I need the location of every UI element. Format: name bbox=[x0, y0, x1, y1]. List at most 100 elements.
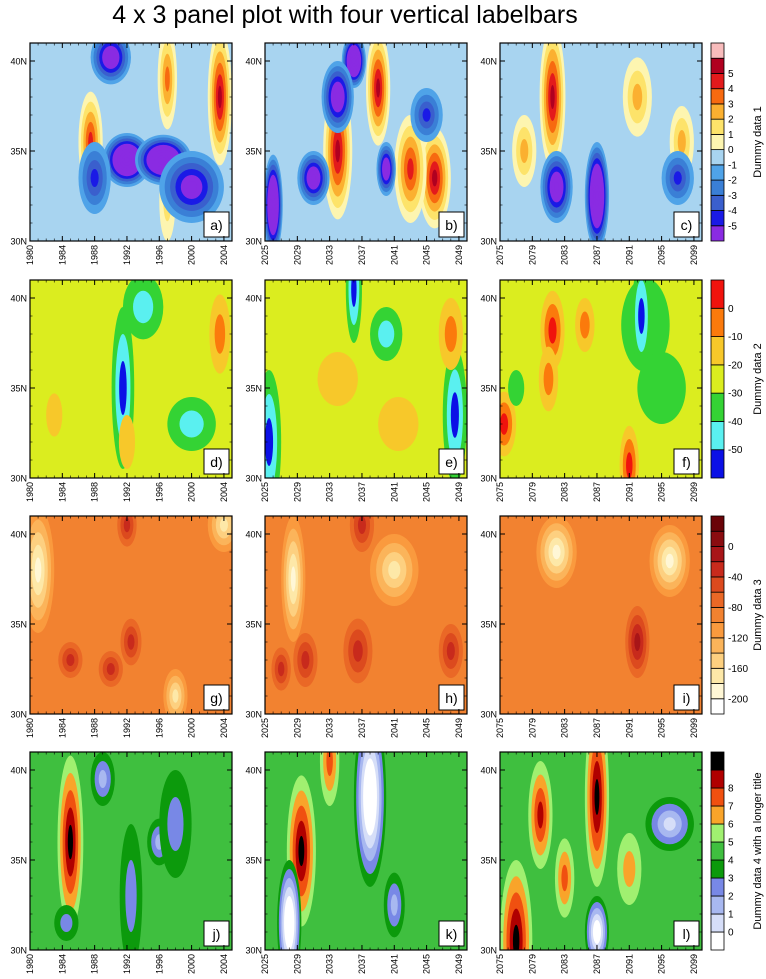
labelbar-box bbox=[710, 149, 725, 166]
contour-band bbox=[107, 53, 114, 62]
labelbar-tick-label: -40 bbox=[728, 417, 743, 428]
panel-frame bbox=[264, 42, 468, 242]
panel-label: k) bbox=[438, 920, 465, 947]
x-tick-label: 2079 bbox=[527, 718, 537, 738]
x-tick-label: 2000 bbox=[187, 718, 197, 738]
contour-band bbox=[277, 661, 285, 677]
contour-band bbox=[290, 566, 296, 592]
x-tick-label: 2045 bbox=[422, 954, 432, 974]
labelbar-tick-label: -80 bbox=[728, 603, 743, 614]
contour-band bbox=[520, 139, 529, 163]
panel-label: j) bbox=[203, 920, 230, 947]
labelbar-box bbox=[710, 336, 725, 366]
y-tick-label: 30N bbox=[10, 474, 27, 484]
labelbar-box bbox=[710, 103, 725, 120]
panel-label-box bbox=[673, 684, 700, 711]
x-tick-label: 1984 bbox=[57, 718, 67, 738]
labelbar-box bbox=[710, 652, 725, 669]
panel-label: b) bbox=[438, 211, 465, 238]
y-tick-label: 35N bbox=[245, 856, 262, 866]
labelbar-tick-label: -2 bbox=[728, 176, 737, 187]
y-tick-label: 30N bbox=[480, 710, 497, 720]
labelbar-tick-label: -1 bbox=[728, 160, 737, 171]
labelbar-box bbox=[710, 73, 725, 90]
x-tick-label: 2049 bbox=[454, 482, 464, 502]
y-tick-label: 30N bbox=[480, 946, 497, 956]
contour-band bbox=[561, 864, 568, 892]
contour-fill bbox=[30, 516, 232, 714]
panel-g: g) 1980 1984 1988 1992 1996 2000 2004 30N 35N 40N bbox=[10, 515, 233, 738]
contour-band bbox=[353, 640, 363, 662]
panel-label-box bbox=[203, 448, 230, 475]
labelbar-box bbox=[710, 698, 725, 715]
panel-label: g) bbox=[203, 684, 230, 711]
labelbar-box bbox=[710, 895, 725, 915]
x-tick-label: 2099 bbox=[689, 954, 699, 974]
labelbar-box bbox=[710, 823, 725, 843]
x-tick-label: 2083 bbox=[560, 245, 570, 265]
x-tick-label: 1980 bbox=[25, 245, 35, 265]
y-tick-label: 35N bbox=[480, 856, 497, 866]
panel-label-box bbox=[438, 211, 465, 238]
labelbar-tick-label: 3 bbox=[728, 874, 734, 885]
contour-fill bbox=[271, 516, 463, 691]
x-tick-label: 2087 bbox=[592, 954, 602, 974]
x-tick-label: 1984 bbox=[57, 245, 67, 265]
panel-frame bbox=[29, 279, 233, 479]
labelbar-box bbox=[710, 179, 725, 196]
labelbar-tick-label: -160 bbox=[728, 664, 748, 675]
x-tick-label: 2075 bbox=[495, 482, 505, 502]
contour-band bbox=[186, 181, 197, 193]
x-tick-label: 2000 bbox=[187, 245, 197, 265]
x-tick-label: 2045 bbox=[422, 718, 432, 738]
panel-label-box bbox=[203, 684, 230, 711]
x-tick-label: 2087 bbox=[592, 245, 602, 265]
x-tick-label: 1992 bbox=[122, 482, 132, 502]
labelbar-2: -50 -40 -30 -20 -10 0 Dummy data 2 bbox=[710, 279, 764, 479]
panel-label-text: g) bbox=[210, 690, 222, 706]
panel-label-box bbox=[203, 211, 230, 238]
y-tick-label: 35N bbox=[480, 384, 497, 394]
x-tick-label: 1996 bbox=[154, 718, 164, 738]
x-tick-label: 2099 bbox=[689, 245, 699, 265]
panel-background bbox=[30, 516, 232, 714]
contour-band bbox=[301, 651, 310, 669]
labelbar-tick-label: -4 bbox=[728, 206, 737, 217]
y-tick-label: 30N bbox=[480, 474, 497, 484]
panel-label-text: a) bbox=[210, 217, 222, 233]
labelbar-box bbox=[710, 751, 725, 771]
contour-band bbox=[595, 190, 599, 202]
labelbar-tick-label: 7 bbox=[728, 802, 734, 813]
contour-band bbox=[677, 130, 686, 154]
labelbar-title: Dummy data 3 bbox=[752, 579, 764, 651]
labelbar-tick-label: -40 bbox=[728, 572, 743, 583]
x-tick-label: 1980 bbox=[25, 482, 35, 502]
x-tick-label: 2091 bbox=[624, 954, 634, 974]
y-tick-label: 35N bbox=[10, 384, 27, 394]
x-tick-label: 2087 bbox=[592, 718, 602, 738]
labelbar-tick-label: 4 bbox=[728, 856, 734, 867]
x-tick-label: 2083 bbox=[560, 718, 570, 738]
contour-band bbox=[548, 317, 557, 344]
panel-frame bbox=[264, 279, 468, 479]
contour-band bbox=[543, 362, 554, 396]
panel-b: b) 2025 2029 2033 2037 2041 2045 2049 30N 35N 40N bbox=[245, 42, 468, 265]
contour-band bbox=[626, 452, 633, 478]
panel-h: h) 2025 2029 2033 2037 2041 2045 2049 30N 35N 40N bbox=[245, 515, 468, 738]
x-tick-label: 2025 bbox=[260, 482, 270, 502]
x-tick-label: 2087 bbox=[592, 482, 602, 502]
contour-band bbox=[579, 311, 590, 339]
x-tick-label: 1988 bbox=[90, 245, 100, 265]
labelbar-box bbox=[710, 769, 725, 789]
labelbar-box bbox=[710, 683, 725, 700]
contour-band bbox=[388, 561, 401, 579]
panel-d: d) 1980 1984 1988 1992 1996 2000 2004 30N 35N 40N bbox=[10, 279, 233, 502]
labelbar-tick-label: -120 bbox=[728, 633, 748, 644]
contour-fill bbox=[500, 752, 694, 950]
x-tick-label: 2033 bbox=[325, 954, 335, 974]
panel-label: i) bbox=[673, 684, 700, 711]
contour-band bbox=[123, 517, 131, 533]
x-tick-label: 2037 bbox=[357, 482, 367, 502]
panel-grid: a)1980 1984 1988 1992 1996 2000 200430N35N40Nb… bbox=[10, 42, 703, 974]
labelbar-tick-label: 3 bbox=[728, 99, 734, 110]
